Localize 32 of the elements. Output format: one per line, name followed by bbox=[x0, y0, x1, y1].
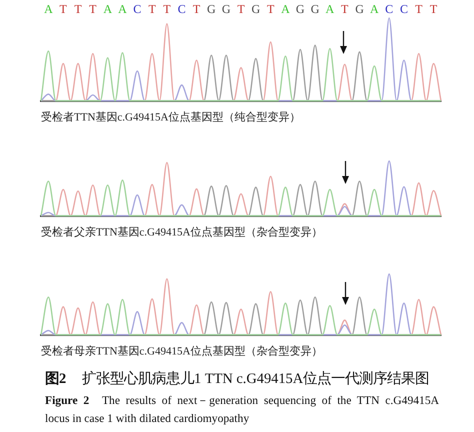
x-tick-label: G bbox=[355, 2, 364, 16]
x-tick-label: C bbox=[178, 2, 186, 16]
caption: 图2 扩张型心肌病患儿1 TTN c.G49415A位点一代测序结果图 bbox=[45, 371, 430, 387]
x-tick-label: C bbox=[385, 2, 394, 16]
x-tick-label: T bbox=[430, 2, 438, 16]
x-tick-label: T bbox=[341, 2, 350, 16]
x-tick-label: G bbox=[251, 2, 260, 16]
x-tick-label: T bbox=[266, 2, 275, 16]
x-tick-label: T bbox=[415, 2, 424, 16]
x-tick-label: C bbox=[133, 2, 142, 16]
x-tick-label: T bbox=[74, 2, 82, 16]
x-tick-label: T bbox=[163, 2, 172, 16]
x-tick-label: G bbox=[310, 2, 320, 16]
x-tick-label: A bbox=[118, 2, 128, 16]
caption: Figure 2 The results of next－generation sequencing of the TTN c.G49415A locus in case 1 with dilated cardiomyopathy bbox=[45, 394, 440, 425]
x-tick-label: T bbox=[192, 2, 201, 16]
x-tick-label: A bbox=[370, 2, 379, 16]
x-tick-label: A bbox=[103, 2, 112, 16]
x-tick-label: T bbox=[237, 2, 246, 16]
x-tick-label: A bbox=[44, 2, 54, 16]
text: 受检者父亲TTN基因c.G49415A位点基因型（杂合型变异） bbox=[41, 225, 322, 238]
x-tick-label: G bbox=[207, 2, 216, 16]
x-tick-label: G bbox=[222, 2, 231, 16]
text: 受检者TTN基因c.G49415A位点基因型（纯合型变异） bbox=[41, 110, 300, 124]
x-tick-label: G bbox=[296, 2, 305, 16]
text: 受检者母亲TTN基因c.G49415A位点基因型（杂合型变异） bbox=[41, 344, 322, 358]
x-tick-label: C bbox=[400, 2, 408, 16]
x-tick-label: A bbox=[281, 2, 290, 16]
x-tick-label: T bbox=[89, 2, 98, 16]
x-tick-label: T bbox=[148, 2, 156, 16]
x-tick-label: T bbox=[60, 2, 68, 16]
x-tick-label: A bbox=[326, 2, 335, 16]
